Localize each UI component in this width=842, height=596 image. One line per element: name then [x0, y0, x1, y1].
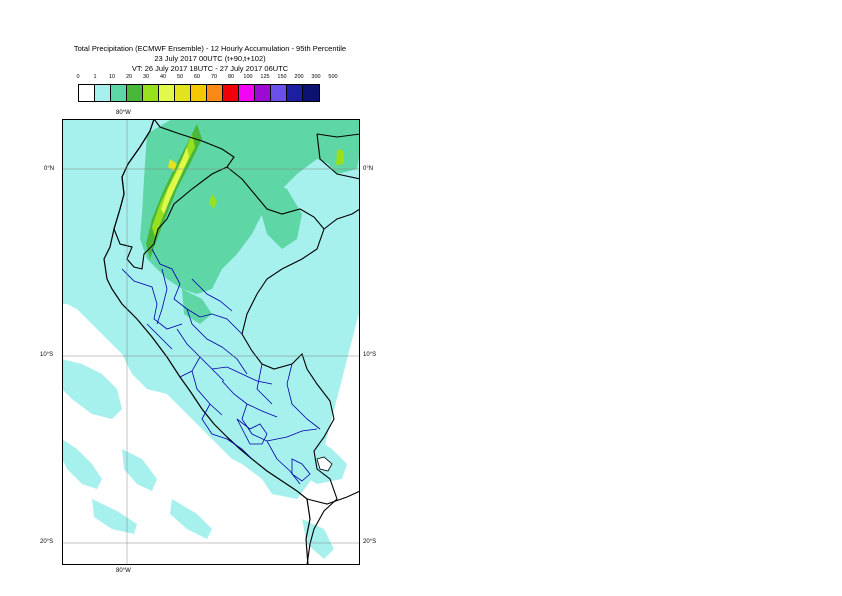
legend-tick-labels: 0 1 10 20 30 40 50 60 70 80 100 125 150 200 300 500 — [76, 74, 346, 83]
regional-borders — [121, 248, 321, 485]
legend-color-box — [303, 85, 319, 101]
lat-label-10-left: 10°S — [40, 352, 54, 358]
map-panel — [62, 119, 360, 565]
title-line-3: VT: 26 July 2017 18UTC - 27 July 2017 06… — [131, 64, 289, 73]
map-frame — [62, 119, 360, 565]
legend-tick-label: 60 — [193, 74, 201, 80]
legend-color-box — [143, 85, 159, 101]
legend-color-box — [127, 85, 143, 101]
legend-tick-label: 80 — [227, 74, 235, 80]
lat-label-0-left: 0°N — [44, 166, 55, 172]
legend-color-box — [175, 85, 191, 101]
legend-tick-label: 70 — [210, 74, 218, 80]
legend-color-box — [207, 85, 223, 101]
lat-label-10-right: 10°S — [363, 352, 377, 358]
legend-tick-label: 1 — [93, 74, 97, 80]
legend-color-box — [255, 85, 271, 101]
legend-color-box — [79, 85, 95, 101]
precip-field-gaps — [62, 304, 272, 497]
coastline — [103, 119, 311, 565]
legend-color-box — [159, 85, 175, 101]
legend-tick-label: 300 — [311, 74, 321, 80]
lake-titicaca — [316, 456, 333, 472]
legend-color-box — [191, 85, 207, 101]
legend-tick-label: 100 — [243, 74, 253, 80]
legend-tick-label: 150 — [277, 74, 287, 80]
legend-tick-label: 10 — [108, 74, 116, 80]
precip-field-heavy — [146, 124, 344, 259]
legend-color-box — [223, 85, 239, 101]
title-line-2: 23 July 2017 00UTC (t+90,t+102) — [154, 54, 266, 63]
legend-color-box — [271, 85, 287, 101]
legend-tick-label: 0 — [76, 74, 80, 80]
legend-color-box — [111, 85, 127, 101]
legend-tick-label: 20 — [125, 74, 133, 80]
lon-label-top: 80°W — [116, 110, 131, 116]
legend-color-box — [95, 85, 111, 101]
color-legend: 0 1 10 20 30 40 50 60 70 80 100 125 150 200 300 500 — [76, 74, 346, 104]
legend-tick-label: 30 — [142, 74, 150, 80]
lon-label-bottom: 80°W — [116, 568, 131, 574]
title-line-1: Total Precipitation (ECMWF Ensemble) - 1… — [73, 44, 347, 53]
lat-label-20-right: 20°S — [363, 539, 377, 545]
lat-label-0-right: 0°N — [363, 166, 374, 172]
legend-color-box — [287, 85, 303, 101]
legend-color-box — [239, 85, 255, 101]
legend-tick-label: 200 — [294, 74, 304, 80]
legend-tick-label: 40 — [159, 74, 167, 80]
graticule — [62, 119, 360, 565]
lat-label-20-left: 20°S — [40, 539, 54, 545]
map-svg — [62, 119, 360, 565]
legend-tick-label: 50 — [176, 74, 184, 80]
legend-tick-label: 500 — [328, 74, 338, 80]
legend-tick-label: 125 — [260, 74, 270, 80]
legend-color-boxes — [78, 84, 320, 102]
